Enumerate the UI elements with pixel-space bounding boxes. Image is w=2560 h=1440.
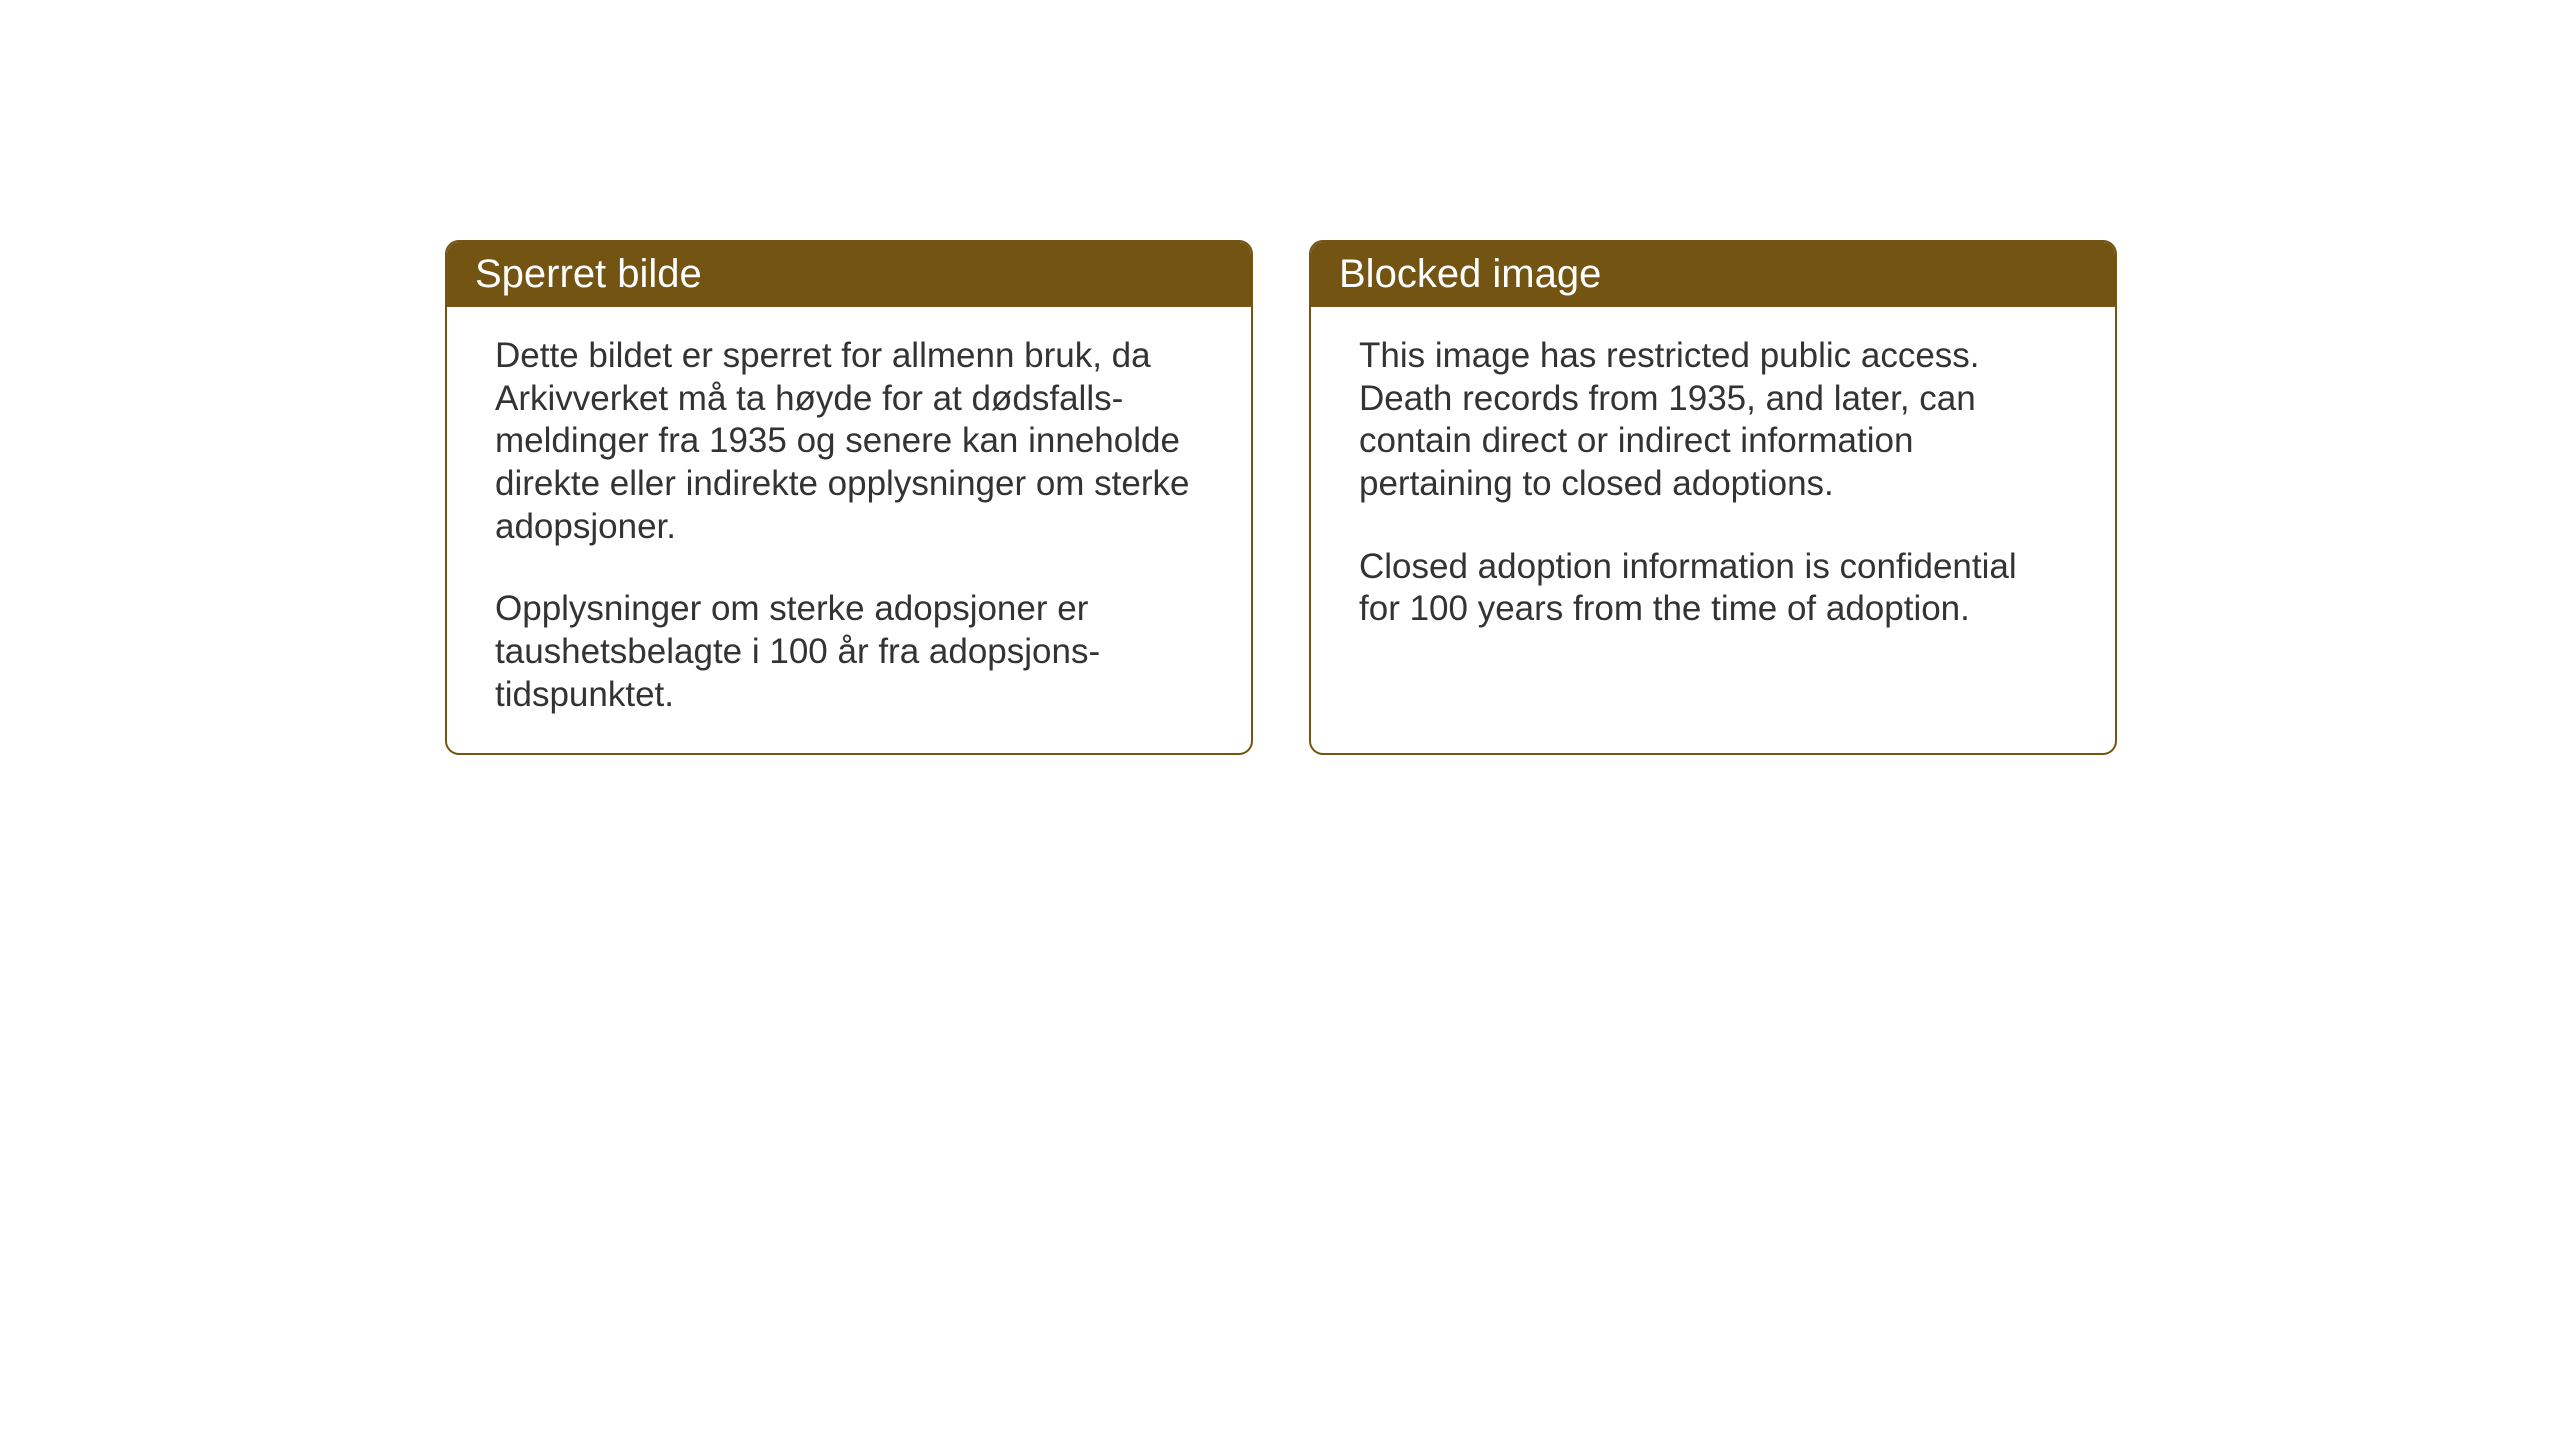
- card-header-norwegian: Sperret bilde: [447, 242, 1251, 307]
- card-title-norwegian: Sperret bilde: [475, 252, 702, 296]
- notice-card-english: Blocked image This image has restricted …: [1309, 240, 2117, 755]
- paragraph-1-norwegian: Dette bildet er sperret for allmenn bruk…: [495, 335, 1203, 548]
- card-title-english: Blocked image: [1339, 252, 1601, 296]
- paragraph-1-english: This image has restricted public access.…: [1359, 335, 2067, 506]
- card-body-norwegian: Dette bildet er sperret for allmenn bruk…: [447, 307, 1251, 753]
- paragraph-2-english: Closed adoption information is confident…: [1359, 546, 2067, 631]
- notice-container: Sperret bilde Dette bildet er sperret fo…: [445, 240, 2117, 755]
- card-body-english: This image has restricted public access.…: [1311, 307, 2115, 751]
- card-header-english: Blocked image: [1311, 242, 2115, 307]
- paragraph-2-norwegian: Opplysninger om sterke adopsjoner er tau…: [495, 588, 1203, 716]
- notice-card-norwegian: Sperret bilde Dette bildet er sperret fo…: [445, 240, 1253, 755]
